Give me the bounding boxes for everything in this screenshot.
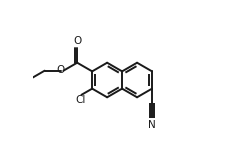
Text: N: N	[148, 120, 156, 130]
Text: O: O	[74, 36, 82, 46]
Text: Cl: Cl	[75, 95, 86, 105]
Text: O: O	[57, 65, 65, 75]
